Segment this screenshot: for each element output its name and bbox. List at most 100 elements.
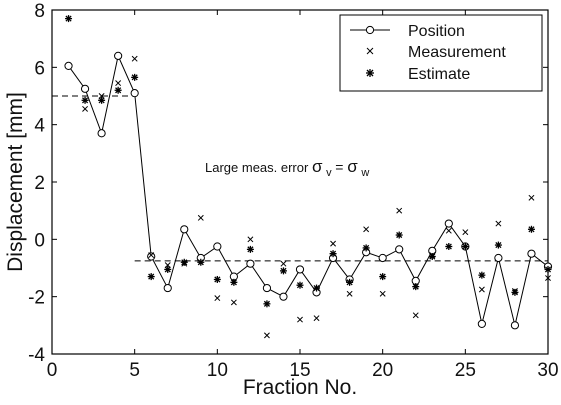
estimate-point (412, 283, 420, 291)
annotation-prefix: Large meas. error (205, 160, 312, 175)
series-estimate (65, 15, 552, 308)
measurement-point (280, 260, 287, 267)
y-tick-label: 0 (34, 230, 45, 251)
measurement-point (396, 207, 403, 214)
measurement-point (495, 220, 502, 227)
estimate-point (246, 245, 254, 253)
estimate-point (114, 86, 122, 94)
position-point (279, 292, 288, 301)
estimate-point (395, 231, 403, 239)
estimate-point (147, 273, 155, 281)
position-line (68, 54, 549, 326)
position-point (510, 321, 520, 330)
measurement-point (115, 80, 122, 87)
y-tick-label: 4 (34, 116, 45, 137)
measurement-point (82, 105, 89, 112)
estimate-point (65, 15, 73, 23)
position-point (246, 259, 255, 268)
x-tick-label: 30 (537, 360, 558, 381)
legend-position-marker (365, 25, 375, 35)
measurement-point (330, 240, 337, 247)
measurement-point (462, 229, 469, 236)
position-point (477, 319, 486, 328)
estimate-point (527, 225, 535, 233)
annotation-subscript-v: v (326, 167, 332, 179)
position-point (444, 219, 453, 228)
y-tick-label: -4 (28, 345, 45, 366)
y-tick-label: 8 (34, 1, 45, 22)
estimate-point (379, 273, 387, 281)
estimate-point (279, 267, 287, 275)
measurement-point (148, 252, 155, 259)
position-point (295, 265, 305, 274)
measurement-point (363, 226, 370, 233)
estimate-point (445, 243, 453, 250)
estimate-point (544, 265, 552, 273)
legend-position-label: Position (408, 23, 465, 40)
annotation-subscript-w: w (360, 167, 369, 179)
x-tick-label: 10 (207, 360, 228, 381)
measurement-point (412, 312, 419, 319)
position-point (147, 252, 156, 261)
x-tick-label: 15 (289, 360, 310, 381)
data-series (64, 15, 553, 339)
reference-lines (52, 95, 548, 262)
position-point (80, 84, 90, 93)
annotation-sigma-v: σ (312, 157, 323, 176)
estimate-point (98, 96, 106, 104)
estimate-point (230, 278, 238, 286)
measurement-point (214, 295, 221, 302)
y-axis-label: Displacement [mm] (4, 92, 27, 272)
position-point (494, 253, 503, 263)
estimate-point (197, 258, 205, 266)
position-point (378, 253, 387, 263)
legend-box (339, 14, 543, 92)
annotation-sigma-w: σ (347, 157, 358, 176)
position-point (262, 283, 272, 293)
estimate-point (346, 278, 354, 286)
x-axis-label: Fraction No. (243, 376, 357, 399)
position-point (97, 129, 106, 138)
measurement-point (478, 286, 485, 293)
estimate-point (263, 300, 271, 308)
estimate-point (494, 241, 502, 249)
x-tick-label: 0 (47, 360, 58, 381)
estimate-point (511, 288, 519, 296)
position-point (180, 225, 189, 234)
estimate-point (180, 258, 188, 266)
position-point (527, 249, 536, 258)
annotation-equals: = (335, 159, 347, 175)
measurement-point (528, 194, 535, 201)
y-tick-label: 6 (34, 58, 45, 79)
legend-estimate-label: Estimate (408, 66, 470, 83)
estimate-point (296, 281, 304, 289)
position-point (163, 283, 172, 293)
estimate-point (428, 253, 436, 261)
estimate-point (362, 244, 370, 252)
estimate-point (213, 275, 221, 283)
legend-measurement-label: Measurement (408, 44, 506, 61)
estimate-point (478, 271, 486, 279)
y-tick-label: -2 (28, 288, 45, 309)
position-point (130, 89, 139, 98)
legend: Position Measurement Estimate (339, 14, 543, 92)
legend-estimate-marker (366, 69, 374, 77)
measurement-point (346, 290, 353, 297)
x-tick-label: 20 (372, 360, 393, 381)
legend-measurement-marker (366, 47, 374, 55)
measurement-point (230, 299, 237, 306)
y-tick-label: 2 (34, 173, 45, 194)
measurement-point (545, 275, 551, 281)
measurement-point (247, 236, 254, 243)
series-measurement (82, 55, 551, 339)
measurement-point (263, 332, 270, 339)
x-tick-label: 25 (455, 360, 476, 381)
position-point (395, 245, 404, 254)
estimate-point (131, 73, 139, 81)
measurement-point (379, 290, 386, 297)
measurement-point (297, 316, 303, 323)
position-point (64, 61, 73, 71)
annotation-text: Large meas. error σ v = σ w (205, 157, 369, 179)
